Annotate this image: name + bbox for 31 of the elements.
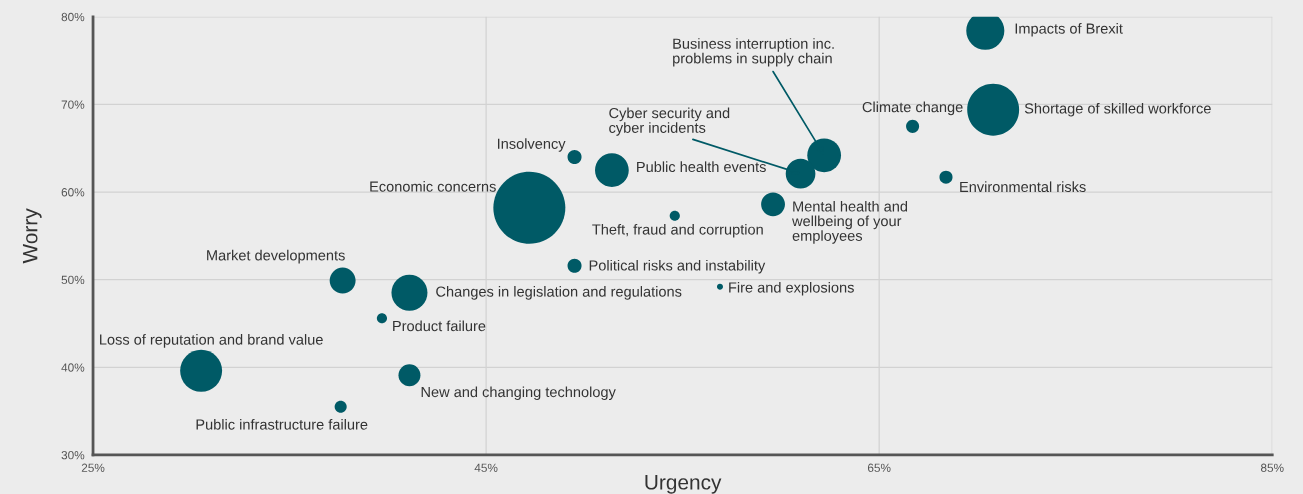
x-axis-title: Urgency: [645, 475, 722, 494]
annotation: Political risks and instability: [589, 259, 766, 274]
annotation: Economic concerns: [370, 181, 496, 192]
x-tick-label: 65%: [867, 463, 891, 472]
y-tick-label: 80%: [61, 12, 85, 22]
x-tick-label: 25%: [81, 463, 105, 472]
annotation: Public infrastructure failure: [196, 418, 368, 430]
annotation: Impacts of Brexit: [1015, 23, 1123, 37]
y-tick-label: 60%: [61, 188, 85, 197]
x-tick-label: 45%: [474, 463, 498, 472]
annotation: Loss of reputation and brand value: [100, 334, 323, 348]
y-tick-label: 50%: [61, 275, 85, 285]
annotation: Public health events: [637, 161, 766, 173]
y-axis-title: Worry: [22, 208, 42, 264]
annotation: Climate change: [862, 101, 963, 116]
annotation: Mental health and wellbeing of your employees: [792, 200, 908, 244]
annotation: Environmental risks: [960, 181, 1086, 193]
annotation: Cyber security and cyber incidents: [609, 107, 730, 136]
annotation: Market developments: [207, 249, 345, 264]
annotation: Insolvency: [498, 138, 566, 152]
x-tick-label: 85%: [1260, 463, 1284, 472]
annotation: Theft, fraud and corruption: [592, 223, 763, 238]
y-tick-label: 30%: [61, 451, 85, 460]
y-tick-label: 40%: [61, 363, 85, 372]
annotation: Fire and explosions: [729, 281, 854, 296]
annotation: Shortage of skilled workforce: [1024, 102, 1211, 117]
annotation: Product failure: [393, 320, 486, 332]
annotation: Business interruption inc. problems in supply chain: [673, 38, 834, 67]
y-tick-label: 70%: [61, 100, 85, 109]
annotation: Changes in legislation and regulations: [436, 286, 682, 300]
annotation: New and changing technology: [421, 386, 616, 401]
